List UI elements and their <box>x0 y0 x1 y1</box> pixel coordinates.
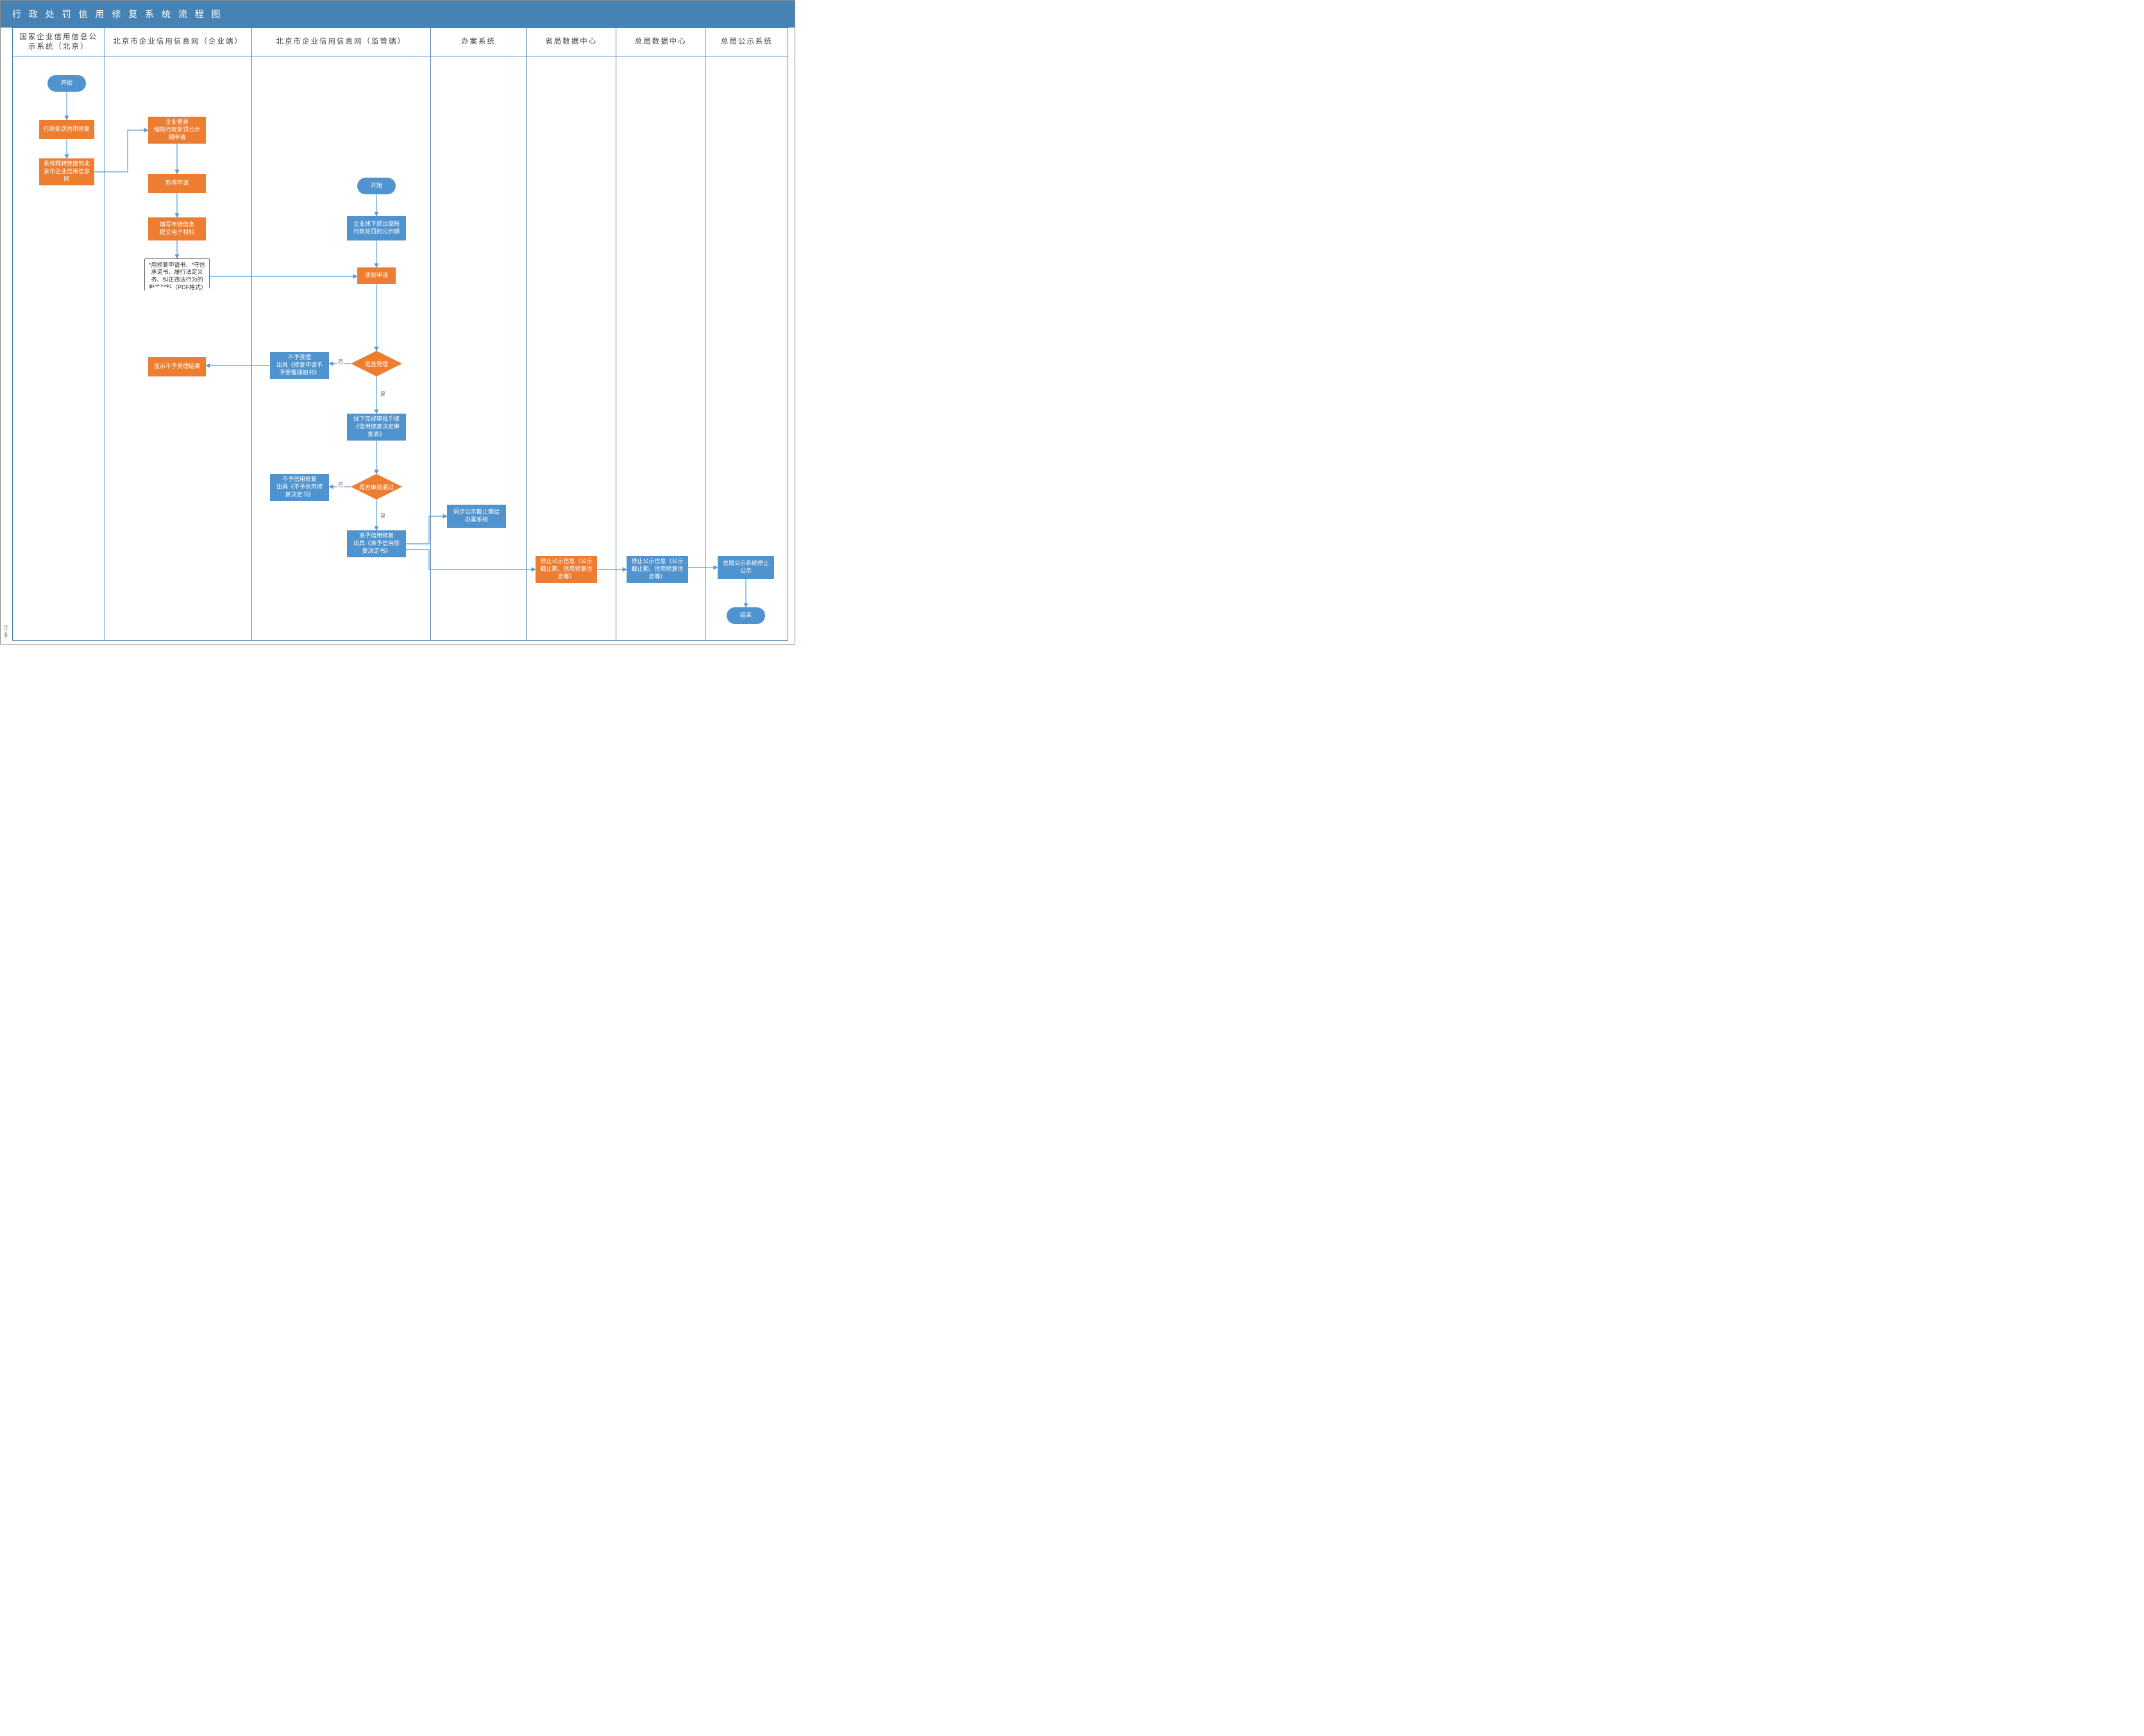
lane-header-l5: 省局数据中心 <box>527 28 616 56</box>
page-title: 行 政 处 罚 信 用 修 复 系 统 流 程 图 <box>1 1 795 28</box>
edge-labels-layer: 否是否是 <box>12 56 788 641</box>
swimlane-header-row: 国家企业信用信息公示系统（北京）北京市企业信用信息网（企业端）北京市企业信用信息… <box>12 28 788 56</box>
edge-label-d_accept-n_reject_doc: 否 <box>337 358 344 366</box>
lane-header-l3: 北京市企业信用信息网（监管端） <box>252 28 431 56</box>
lane-header-l6: 总局数据中心 <box>616 28 706 56</box>
side-label: 企业 <box>2 625 10 639</box>
lane-header-l7: 总局公示系统 <box>705 28 788 56</box>
lane-header-l2: 北京市企业信用信息网（企业端） <box>105 28 252 56</box>
lane-header-l1: 国家企业信用信息公示系统（北京） <box>13 28 105 56</box>
lane-header-l4: 办案系统 <box>431 28 527 56</box>
edge-label-d_pass-n_deny_doc: 否 <box>337 482 344 489</box>
edge-label-d_pass-n_grant: 是 <box>379 512 387 519</box>
edge-label-d_accept-n_approve: 是 <box>379 391 387 398</box>
flowchart-canvas: 行 政 处 罚 信 用 修 复 系 统 流 程 图 国家企业信用信息公示系统（北… <box>0 0 795 645</box>
